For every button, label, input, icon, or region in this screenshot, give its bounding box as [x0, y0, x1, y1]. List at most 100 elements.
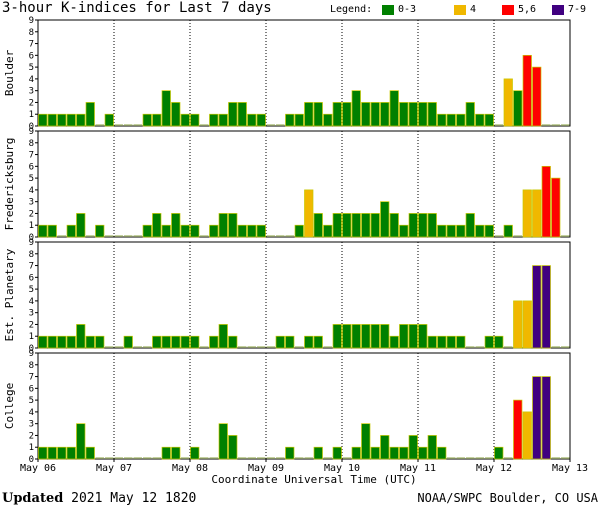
k-index-bar	[456, 224, 466, 238]
k-index-bar	[285, 446, 295, 460]
y-tick-label: 1	[29, 332, 34, 342]
k-index-bar	[190, 224, 200, 238]
y-tick-label: 7	[29, 151, 34, 161]
k-index-bar	[446, 113, 456, 127]
k-index-bar	[256, 113, 266, 127]
k-index-bar	[456, 335, 466, 349]
k-index-bar	[427, 102, 437, 127]
k-index-bar	[304, 189, 314, 238]
y-tick-label: 8	[29, 250, 34, 260]
k-index-bar	[418, 213, 428, 238]
k-index-bar	[66, 335, 76, 349]
updated-info: Updated 2021 May 12 1820	[2, 491, 196, 506]
k-index-bar	[437, 446, 447, 460]
k-index-bar	[513, 300, 523, 349]
k-index-bar	[66, 446, 76, 460]
k-index-bar	[275, 335, 285, 349]
k-index-bar	[475, 224, 485, 238]
k-index-bar	[465, 213, 475, 238]
panel-ylabel: Boulder	[3, 49, 16, 96]
k-index-bar	[342, 213, 352, 238]
k-index-bar	[399, 224, 409, 238]
k-index-bar	[66, 224, 76, 238]
legend: Legend: 0-3 4 5,6 7-9	[330, 3, 598, 17]
k-index-bar	[370, 102, 380, 127]
k-index-bar	[399, 446, 409, 460]
k-index-bar	[427, 213, 437, 238]
k-index-bar	[361, 423, 371, 460]
k-index-bar	[503, 224, 513, 238]
k-index-bar	[456, 113, 466, 127]
k-index-bar	[209, 335, 219, 349]
k-index-bar	[180, 224, 190, 238]
k-index-bar	[408, 324, 418, 349]
k-index-bar	[76, 423, 86, 460]
x-tick-label: May 12	[476, 463, 512, 474]
legend-swatch-5-6	[502, 5, 514, 15]
y-tick-label: 4	[29, 408, 34, 418]
k-index-bar	[541, 265, 551, 349]
y-tick-label: 4	[29, 75, 34, 85]
y-tick-label: 8	[29, 139, 34, 149]
x-tick-label: May 06	[20, 463, 56, 474]
k-index-bar	[532, 376, 542, 460]
y-tick-label: 5	[29, 63, 34, 73]
k-index-bar	[237, 224, 247, 238]
k-index-bar	[418, 324, 428, 349]
k-index-bar	[484, 224, 494, 238]
legend-text-0-3: 0-3	[398, 4, 417, 15]
k-index-bar	[332, 324, 342, 349]
k-index-bar	[380, 102, 390, 127]
k-index-bar	[437, 224, 447, 238]
legend-text-5-6: 5,6	[518, 4, 537, 15]
k-index-bar	[323, 113, 333, 127]
k-index-bar	[522, 411, 532, 460]
k-index-bar	[95, 224, 105, 238]
panel-ylabel: College	[3, 383, 16, 429]
k-index-bar	[361, 324, 371, 349]
k-index-bar	[408, 102, 418, 127]
y-tick-label: 2	[29, 320, 34, 330]
k-index-bar	[247, 113, 257, 127]
legend-label: Legend:	[330, 4, 373, 15]
data-source: NOAA/SWPC Boulder, CO USA	[417, 491, 598, 505]
k-index-bar	[361, 102, 371, 127]
k-index-bar	[237, 102, 247, 127]
k-index-bar	[218, 113, 228, 127]
k-index-bar	[152, 113, 162, 127]
k-index-bar	[161, 224, 171, 238]
k-index-bar	[503, 78, 513, 127]
k-index-bar	[351, 324, 361, 349]
y-tick-label: 9	[29, 349, 34, 359]
k-index-bar	[57, 446, 67, 460]
k-index-bar	[85, 335, 95, 349]
k-index-bar	[218, 324, 228, 349]
k-index-bar	[171, 335, 181, 349]
k-index-bar	[389, 335, 399, 349]
k-index-bar	[142, 224, 152, 238]
k-index-bar	[218, 423, 228, 460]
y-tick-label: 4	[29, 186, 34, 196]
k-index-bar	[399, 102, 409, 127]
y-tick-label: 5	[29, 285, 34, 295]
updated-label: Updated	[2, 491, 64, 506]
y-tick-label: 5	[29, 174, 34, 184]
k-index-bar	[522, 54, 532, 127]
k-index-bar	[313, 102, 323, 127]
k-index-bar	[494, 335, 504, 349]
y-tick-label: 3	[29, 198, 34, 208]
k-index-bar	[380, 324, 390, 349]
panel-frame	[37, 19, 571, 127]
x-tick-label: May 13	[552, 463, 588, 474]
y-tick-label: 6	[29, 384, 34, 394]
k-index-bar	[247, 224, 257, 238]
k-index-bar	[332, 102, 342, 127]
k-index-bar	[389, 446, 399, 460]
k-index-bar	[171, 446, 181, 460]
k-index-bar	[38, 224, 48, 238]
y-tick-label: 7	[29, 262, 34, 272]
k-index-bar	[522, 300, 532, 349]
k-index-bar	[380, 201, 390, 238]
panel-frame	[37, 352, 571, 460]
y-tick-label: 6	[29, 273, 34, 283]
